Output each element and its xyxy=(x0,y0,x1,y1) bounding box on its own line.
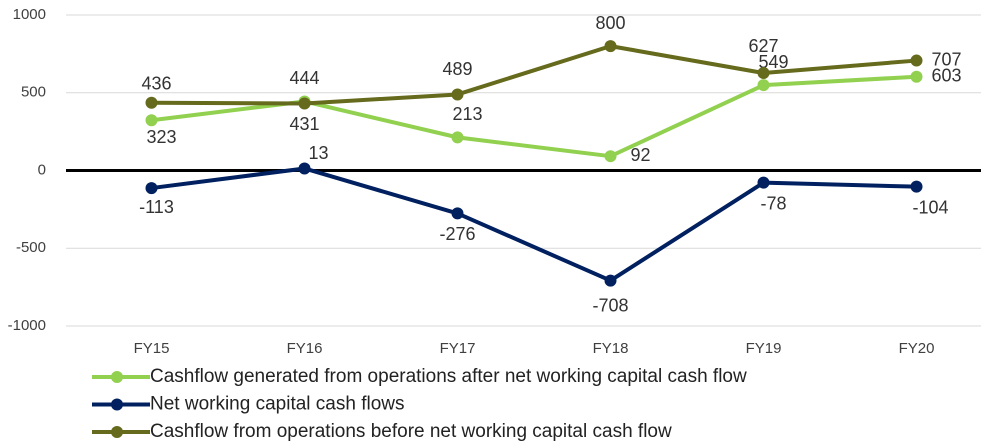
point xyxy=(910,180,923,193)
data-label: 603 xyxy=(931,65,961,85)
x-tick-label: FY17 xyxy=(440,340,476,357)
point xyxy=(451,131,464,144)
data-label: 213 xyxy=(452,104,482,124)
y-tick-label: 1000 xyxy=(13,6,46,23)
series-line xyxy=(151,74,917,159)
series-line xyxy=(151,44,917,106)
data-label: 13 xyxy=(308,143,328,163)
data-label: 444 xyxy=(289,68,319,88)
point xyxy=(757,67,770,80)
point xyxy=(145,114,158,127)
legend-marker xyxy=(111,426,123,438)
point xyxy=(604,274,617,287)
data-label: 707 xyxy=(931,49,961,69)
legend-label: Net working capital cash flows xyxy=(150,394,405,415)
x-tick-label: FY19 xyxy=(746,340,782,357)
y-tick-label: -1000 xyxy=(8,317,46,334)
y-tick-label: 500 xyxy=(21,84,46,101)
x-tick-label: FY15 xyxy=(134,340,170,357)
data-label: 92 xyxy=(630,145,650,165)
legend-marker xyxy=(111,371,123,383)
data-label: 549 xyxy=(758,52,788,72)
point xyxy=(604,150,617,163)
data-label: 436 xyxy=(141,73,171,93)
data-label: -276 xyxy=(439,224,475,244)
data-label: -78 xyxy=(760,193,786,213)
legend-label: Cashflow from operations before net work… xyxy=(150,421,672,442)
series-line xyxy=(151,166,917,283)
legend-label: Cashflow generated from operations after… xyxy=(150,366,747,387)
data-label: 627 xyxy=(748,36,778,56)
data-label: 431 xyxy=(289,114,319,134)
data-label: -708 xyxy=(592,295,628,315)
x-tick-label: FY18 xyxy=(593,340,629,357)
point xyxy=(298,162,311,175)
point xyxy=(145,96,158,109)
y-tick-label: -500 xyxy=(16,239,46,256)
point xyxy=(451,207,464,220)
point xyxy=(910,70,923,83)
point xyxy=(757,79,770,92)
data-label: -113 xyxy=(139,197,174,217)
point xyxy=(757,176,770,189)
y-tick-label: 0 xyxy=(38,161,46,178)
point xyxy=(451,88,464,101)
point xyxy=(298,97,311,110)
x-tick-label: FY16 xyxy=(287,340,323,357)
x-tick-label: FY20 xyxy=(899,340,935,357)
data-label: 800 xyxy=(595,13,625,33)
data-label: 323 xyxy=(146,127,176,147)
point xyxy=(145,182,158,195)
point xyxy=(604,40,617,53)
legend-marker xyxy=(111,398,123,411)
point xyxy=(910,54,923,67)
data-label: -104 xyxy=(912,197,948,217)
data-label: 489 xyxy=(442,59,472,79)
